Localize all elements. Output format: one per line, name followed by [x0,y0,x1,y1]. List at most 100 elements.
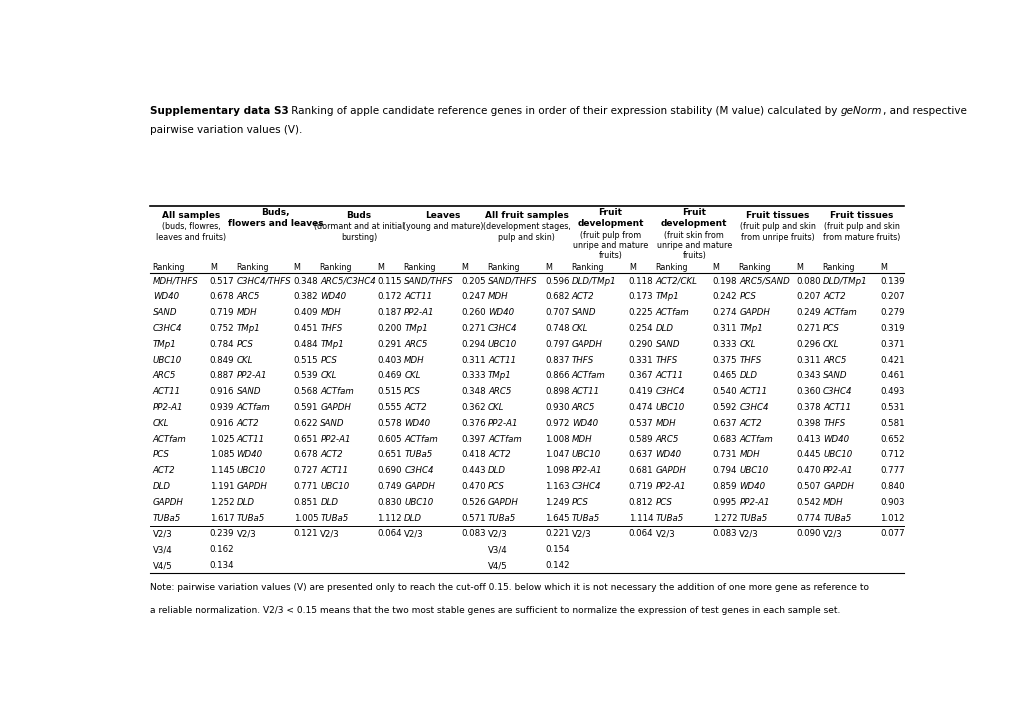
Text: ARC5: ARC5 [404,340,427,348]
Text: THFS: THFS [572,356,593,364]
Text: Ranking: Ranking [571,263,603,271]
Text: 0.568: 0.568 [293,387,318,396]
Text: 0.445: 0.445 [796,451,820,459]
Text: 0.319: 0.319 [879,324,904,333]
Text: (fruit skin from
unripe and mature
fruits): (fruit skin from unripe and mature fruit… [656,230,732,261]
Text: CKL: CKL [572,324,588,333]
Text: 0.271: 0.271 [461,324,485,333]
Text: ACTfam: ACTfam [320,387,354,396]
Text: 0.378: 0.378 [796,403,820,412]
Text: 0.731: 0.731 [712,451,737,459]
Text: 0.578: 0.578 [377,419,401,428]
Text: 0.493: 0.493 [879,387,904,396]
Text: 0.139: 0.139 [879,276,904,286]
Text: WD40: WD40 [487,308,514,318]
Text: pairwise variation values (V).: pairwise variation values (V). [150,125,302,135]
Text: 0.605: 0.605 [377,435,401,444]
Text: (development stages,
pulp and skin): (development stages, pulp and skin) [482,222,570,242]
Text: V2/3: V2/3 [572,529,591,539]
Text: 0.797: 0.797 [544,340,569,348]
Text: M: M [461,263,468,271]
Text: Fruit tissues: Fruit tissues [746,211,809,220]
Text: CKL: CKL [487,403,503,412]
Text: 0.637: 0.637 [629,451,653,459]
Text: MDH: MDH [655,419,676,428]
Text: GAPDH: GAPDH [739,308,769,318]
Text: 0.311: 0.311 [712,324,737,333]
Text: V2/3: V2/3 [655,529,675,539]
Text: 0.470: 0.470 [796,467,820,475]
Text: ACTfam: ACTfam [404,435,437,444]
Text: 0.748: 0.748 [544,324,569,333]
Text: 0.540: 0.540 [712,387,737,396]
Text: 0.470: 0.470 [461,482,485,491]
Text: (dormant and at initial
bursting): (dormant and at initial bursting) [314,222,404,242]
Text: C3HC4: C3HC4 [153,324,182,333]
Text: Fruit tissues: Fruit tissues [829,211,893,220]
Text: THFS: THFS [822,419,845,428]
Text: UBC10: UBC10 [572,451,600,459]
Text: TUBa5: TUBa5 [320,513,348,523]
Text: 0.362: 0.362 [461,403,485,412]
Text: 1.617: 1.617 [210,513,234,523]
Text: DLD: DLD [739,372,756,380]
Text: , and respective: , and respective [881,106,965,116]
Text: WD40: WD40 [404,419,430,428]
Text: ACT2: ACT2 [822,292,845,302]
Text: Ranking: Ranking [319,263,352,271]
Text: 0.451: 0.451 [293,324,318,333]
Text: 0.749: 0.749 [377,482,401,491]
Text: 0.419: 0.419 [629,387,653,396]
Text: PP2-A1: PP2-A1 [655,482,686,491]
Text: DLD/TMp1: DLD/TMp1 [822,276,867,286]
Text: C3HC4: C3HC4 [739,403,768,412]
Text: ARC5: ARC5 [236,292,260,302]
Text: Ranking: Ranking [654,263,687,271]
Text: C3HC4: C3HC4 [822,387,852,396]
Text: 0.348: 0.348 [461,387,485,396]
Text: 0.371: 0.371 [879,340,904,348]
Text: Buds,
flowers and leaves: Buds, flowers and leaves [227,208,323,228]
Text: 0.939: 0.939 [210,403,234,412]
Text: 0.507: 0.507 [796,482,820,491]
Text: 0.409: 0.409 [293,308,318,318]
Text: ACTfam: ACTfam [153,435,186,444]
Text: CKL: CKL [236,356,253,364]
Text: 0.254: 0.254 [629,324,653,333]
Text: Ranking: Ranking [403,263,435,271]
Text: 0.581: 0.581 [879,419,904,428]
Text: PP2-A1: PP2-A1 [236,372,267,380]
Text: 0.172: 0.172 [377,292,401,302]
Text: PCS: PCS [572,498,588,507]
Text: CKL: CKL [320,372,336,380]
Text: PCS: PCS [404,387,421,396]
Text: WD40: WD40 [739,482,764,491]
Text: M: M [629,263,635,271]
Text: DLD: DLD [236,498,255,507]
Text: 1.114: 1.114 [629,513,653,523]
Text: V2/3: V2/3 [153,529,172,539]
Text: SAND: SAND [153,308,177,318]
Text: ACTfam: ACTfam [572,372,605,380]
Text: Leaves: Leaves [425,211,461,220]
Text: 0.221: 0.221 [544,529,569,539]
Text: ACT2: ACT2 [236,419,259,428]
Text: ACTfam: ACTfam [655,308,689,318]
Text: TMp1: TMp1 [487,372,512,380]
Text: GAPDH: GAPDH [572,340,602,348]
Text: V2/3: V2/3 [822,529,842,539]
Text: 0.154: 0.154 [544,545,569,554]
Text: ACTfam: ACTfam [236,403,270,412]
Text: 0.083: 0.083 [712,529,737,539]
Text: MDH: MDH [572,435,592,444]
Text: 0.064: 0.064 [629,529,653,539]
Text: ACT2: ACT2 [320,451,342,459]
Text: TUBa5: TUBa5 [487,513,516,523]
Text: Ranking: Ranking [738,263,770,271]
Text: 0.794: 0.794 [712,467,737,475]
Text: ACT2: ACT2 [572,292,594,302]
Text: 0.707: 0.707 [544,308,569,318]
Text: (fruit pulp from
unripe and mature
fruits): (fruit pulp from unripe and mature fruit… [573,230,647,261]
Text: 0.260: 0.260 [461,308,485,318]
Text: WD40: WD40 [822,435,849,444]
